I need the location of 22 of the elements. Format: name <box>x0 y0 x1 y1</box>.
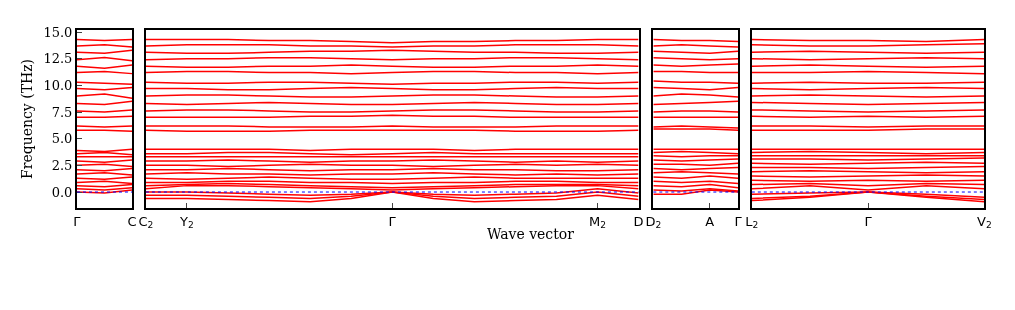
x-axis-title: Wave vector <box>487 226 575 242</box>
x-tick-label: A <box>705 213 715 229</box>
x-tick-label: V$_{2}$ <box>977 213 992 231</box>
y-tick-label: 15.0 <box>43 24 73 40</box>
x-tick-label: D$_{2}$ <box>645 213 662 231</box>
y-axis-title: Frequency (THz) <box>18 58 35 179</box>
x-tick-label: M$_{2}$ <box>588 213 606 231</box>
x-tick-label: C$_{2}$ <box>138 213 154 231</box>
x-tick-label: C <box>127 213 137 229</box>
y-tick-label: 10.0 <box>43 77 73 93</box>
x-tick-label: Y$_{2}$ <box>179 213 194 231</box>
x-tick-label: Γ <box>734 213 743 229</box>
x-tick-label: Γ <box>864 213 873 229</box>
x-tick-label: Γ <box>388 213 397 229</box>
y-tick-label: 0.0 <box>51 184 73 200</box>
y-tick-label: 5.0 <box>51 131 73 147</box>
y-tick-label: 7.5 <box>51 104 73 120</box>
x-tick-label: L$_{2}$ <box>745 213 759 231</box>
y-tick-label: 2.5 <box>51 157 73 173</box>
x-tick-label: D <box>633 213 644 229</box>
y-tick-label: 12.5 <box>43 51 73 67</box>
x-tick-label: Γ <box>73 213 82 229</box>
